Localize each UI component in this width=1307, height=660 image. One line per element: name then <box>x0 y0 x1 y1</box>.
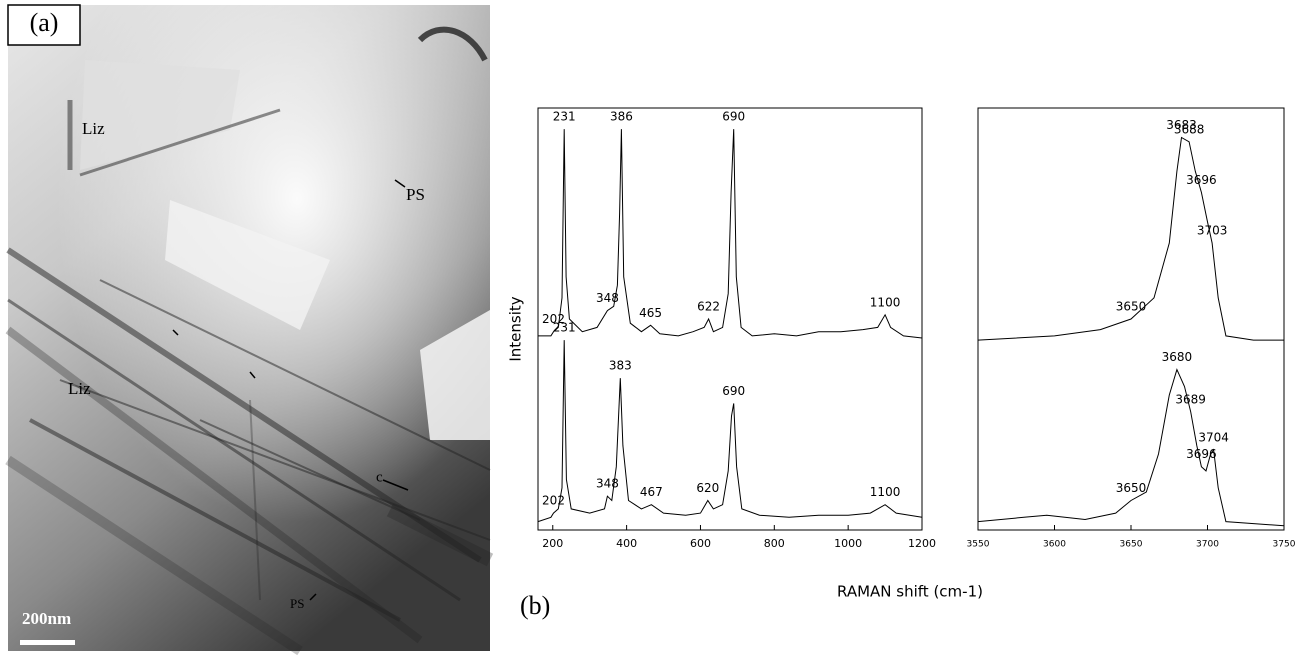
peak-label: 202 <box>542 494 565 508</box>
scale-bar-label: 200nm <box>22 609 71 628</box>
annotation: Liz <box>68 379 91 398</box>
panel-label: (a) <box>30 8 59 37</box>
annotation: PS <box>406 185 425 204</box>
plot-frame <box>537 107 923 531</box>
peak-label: 690 <box>722 110 745 124</box>
peak-label: 386 <box>610 110 633 124</box>
peak-label: 620 <box>696 481 719 495</box>
spectrum-line <box>538 129 923 339</box>
peak-label: 690 <box>722 384 745 398</box>
peak-label: 1100 <box>870 295 901 309</box>
x-tick-label: 1000 <box>834 537 862 550</box>
peak-label: 231 <box>553 110 576 124</box>
x-tick-label: 600 <box>690 537 711 550</box>
tem-image <box>5 4 494 656</box>
x-tick-label: 3700 <box>1196 540 1219 550</box>
peak-label: 3650 <box>1116 300 1147 314</box>
spectrum-line <box>537 340 923 523</box>
annotation: c <box>376 469 383 485</box>
peak-label: 3696 <box>1186 447 1217 461</box>
peak-label: 3680 <box>1162 350 1193 364</box>
peak-label: 467 <box>640 485 663 499</box>
peak-label: 231 <box>553 321 576 335</box>
peak-label: 3683 <box>1166 118 1197 132</box>
x-tick-label: 3750 <box>1273 540 1296 550</box>
x-tick-label: 3550 <box>967 540 990 550</box>
peak-label: 465 <box>639 306 662 320</box>
peak-label: 622 <box>697 300 720 314</box>
annotation: PS <box>290 596 304 611</box>
x-tick-label: 3600 <box>1043 540 1066 550</box>
x-tick-label: 400 <box>616 537 637 550</box>
spectrum-line <box>977 136 1284 341</box>
peak-label: 3689 <box>1175 392 1206 406</box>
x-axis-title: RAMAN shift (cm-1) <box>837 583 983 601</box>
peak-label: 3650 <box>1116 481 1147 495</box>
peak-label: 348 <box>596 477 619 491</box>
x-tick-label: 1200 <box>908 537 936 550</box>
peak-label: 202 <box>542 312 565 326</box>
spectrum-line <box>977 368 1285 527</box>
peak-label: 1100 <box>870 485 901 499</box>
panel-label: (b) <box>520 591 550 620</box>
peak-label: 348 <box>596 291 619 305</box>
x-tick-label: 800 <box>764 537 785 550</box>
x-tick-label: 3650 <box>1120 540 1143 550</box>
peak-label: 3696 <box>1186 173 1217 187</box>
peak-label: 383 <box>609 359 632 373</box>
peak-label: 3688 <box>1174 122 1205 136</box>
peak-label: 3703 <box>1197 224 1228 238</box>
peak-label: 3704 <box>1198 430 1229 444</box>
x-tick-label: 200 <box>542 537 563 550</box>
y-axis-title: Intensity <box>507 296 525 361</box>
annotation: Liz <box>82 119 105 138</box>
